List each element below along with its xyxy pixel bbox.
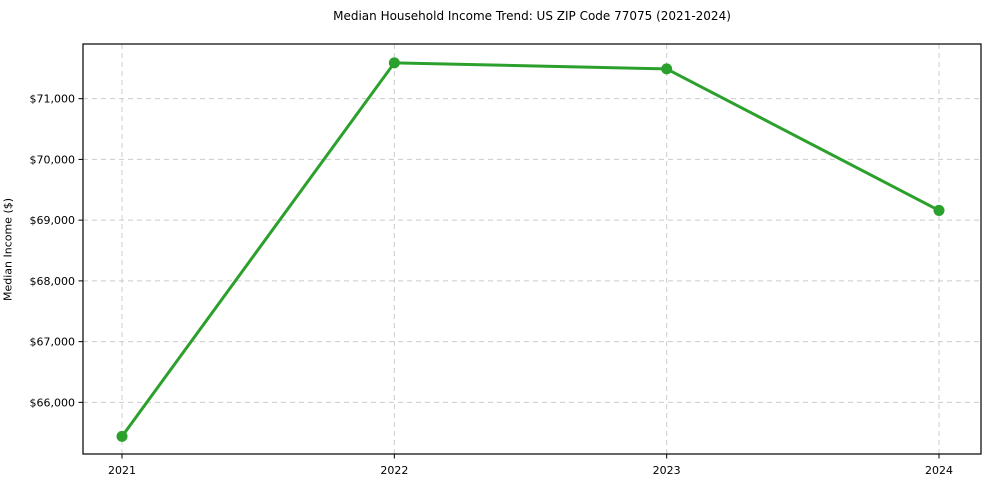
y-tick-label: $69,000 [30, 214, 76, 227]
x-tick-label: 2023 [653, 464, 681, 477]
y-tick-label: $67,000 [30, 336, 76, 349]
x-tick-label: 2024 [925, 464, 953, 477]
y-tick-label: $66,000 [30, 396, 76, 409]
x-tick-label: 2022 [380, 464, 408, 477]
y-tick-label: $70,000 [30, 153, 76, 166]
trend-line [120, 61, 941, 438]
data-point-2023 [661, 63, 673, 75]
y-tick-label: $71,000 [30, 93, 76, 106]
y-axis-label: Median Income ($) [1, 197, 15, 302]
x-tick-label: 2021 [108, 464, 136, 477]
data-point-2021 [116, 430, 128, 442]
y-tick-label: $68,000 [30, 275, 76, 288]
data-point-2024 [933, 204, 945, 216]
chart-title: Median Household Income Trend: US ZIP Co… [333, 9, 731, 23]
data-point-2022 [388, 57, 400, 69]
plot-border [82, 43, 982, 455]
